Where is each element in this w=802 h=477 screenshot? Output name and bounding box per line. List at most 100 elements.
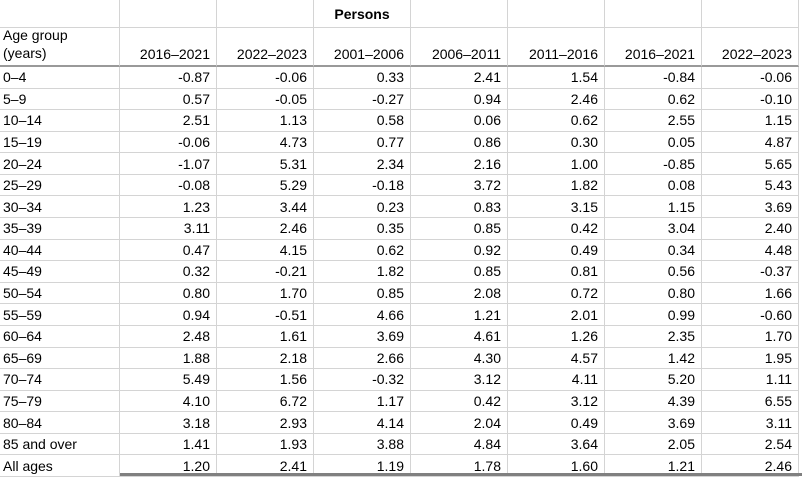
row-label-cell[interactable]: 40–44 (0, 239, 120, 262)
value-cell[interactable]: 4.84 (411, 433, 508, 456)
row-label-cell[interactable]: 55–59 (0, 304, 120, 326)
row-label-cell[interactable]: 65–69 (0, 347, 120, 370)
value-cell[interactable]: 4.48 (702, 239, 799, 262)
value-cell[interactable]: 2.04 (411, 412, 508, 434)
value-cell[interactable]: 3.12 (411, 369, 508, 391)
value-cell[interactable]: 1.60 (508, 455, 605, 477)
row-label-cell[interactable]: 20–24 (0, 153, 120, 175)
value-cell[interactable]: 6.55 (702, 390, 799, 413)
value-cell[interactable]: 4.30 (411, 347, 508, 370)
value-cell[interactable]: 2.66 (314, 347, 411, 370)
value-cell[interactable]: 1.95 (702, 347, 799, 370)
value-cell[interactable]: -0.32 (314, 369, 411, 391)
value-cell[interactable]: 1.66 (702, 282, 799, 305)
value-cell[interactable]: 1.78 (411, 455, 508, 477)
value-cell[interactable]: 1.56 (217, 369, 314, 391)
value-cell[interactable]: 1.82 (314, 261, 411, 283)
value-cell[interactable]: 3.69 (702, 196, 799, 219)
value-cell[interactable]: 6.72 (217, 390, 314, 413)
value-cell[interactable]: 0.34 (605, 239, 702, 262)
row-label-cell[interactable]: 70–74 (0, 369, 120, 391)
value-cell[interactable]: 5.29 (217, 174, 314, 197)
value-cell[interactable]: 1.70 (702, 325, 799, 348)
row-label-cell[interactable]: 50–54 (0, 282, 120, 305)
value-cell[interactable]: 1.20 (120, 455, 217, 477)
empty-cell[interactable] (217, 0, 314, 28)
row-label-cell[interactable]: 60–64 (0, 325, 120, 348)
value-cell[interactable]: -0.06 (120, 131, 217, 154)
value-cell[interactable]: 3.12 (508, 390, 605, 413)
value-cell[interactable]: 1.82 (508, 174, 605, 197)
row-label-cell[interactable]: 35–39 (0, 218, 120, 240)
value-cell[interactable]: 5.43 (702, 174, 799, 197)
value-cell[interactable]: -0.37 (702, 261, 799, 283)
value-cell[interactable]: -0.08 (120, 174, 217, 197)
value-cell[interactable]: 1.93 (217, 433, 314, 456)
value-cell[interactable]: 2.48 (120, 325, 217, 348)
value-cell[interactable]: 2.55 (605, 110, 702, 132)
value-cell[interactable]: 0.57 (120, 88, 217, 111)
value-cell[interactable]: 3.69 (605, 412, 702, 434)
value-cell[interactable]: 0.06 (411, 110, 508, 132)
value-cell[interactable]: 1.21 (411, 304, 508, 326)
value-cell[interactable]: 1.70 (217, 282, 314, 305)
value-cell[interactable]: 0.86 (411, 131, 508, 154)
value-cell[interactable]: 3.72 (411, 174, 508, 197)
value-cell[interactable]: -0.10 (702, 88, 799, 111)
value-cell[interactable]: 2.54 (702, 433, 799, 456)
value-cell[interactable]: 2.41 (217, 455, 314, 477)
value-cell[interactable]: 1.17 (314, 390, 411, 413)
row-label-cell[interactable]: 25–29 (0, 174, 120, 197)
value-cell[interactable]: 1.00 (508, 153, 605, 175)
value-cell[interactable]: 5.65 (702, 153, 799, 175)
value-cell[interactable]: 2.46 (508, 88, 605, 111)
empty-cell[interactable] (702, 0, 799, 28)
value-cell[interactable]: 2.01 (508, 304, 605, 326)
value-cell[interactable]: 1.26 (508, 325, 605, 348)
value-cell[interactable]: 0.94 (411, 88, 508, 111)
value-cell[interactable]: 1.42 (605, 347, 702, 370)
empty-cell[interactable] (411, 0, 508, 28)
value-cell[interactable]: 1.13 (217, 110, 314, 132)
value-cell[interactable]: 4.73 (217, 131, 314, 154)
value-cell[interactable]: 4.10 (120, 390, 217, 413)
value-cell[interactable]: 4.87 (702, 131, 799, 154)
value-cell[interactable]: 4.14 (314, 412, 411, 434)
value-cell[interactable]: 3.18 (120, 412, 217, 434)
value-cell[interactable]: 1.21 (605, 455, 702, 477)
row-label-cell[interactable]: 0–4 (0, 67, 120, 89)
empty-cell[interactable] (605, 0, 702, 28)
value-cell[interactable]: 0.33 (314, 67, 411, 89)
value-cell[interactable]: 1.15 (702, 110, 799, 132)
value-cell[interactable]: -0.06 (702, 67, 799, 89)
value-cell[interactable]: 0.30 (508, 131, 605, 154)
value-cell[interactable]: 0.49 (508, 239, 605, 262)
value-cell[interactable]: 3.44 (217, 196, 314, 219)
value-cell[interactable]: 4.39 (605, 390, 702, 413)
value-cell[interactable]: 2.41 (411, 67, 508, 89)
value-cell[interactable]: 2.08 (411, 282, 508, 305)
value-cell[interactable]: 0.42 (411, 390, 508, 413)
value-cell[interactable]: 0.23 (314, 196, 411, 219)
value-cell[interactable]: 1.19 (314, 455, 411, 477)
value-cell[interactable]: 0.56 (605, 261, 702, 283)
value-cell[interactable]: 2.16 (411, 153, 508, 175)
value-cell[interactable]: 0.49 (508, 412, 605, 434)
value-cell[interactable]: 2.35 (605, 325, 702, 348)
value-cell[interactable]: 1.23 (120, 196, 217, 219)
value-cell[interactable]: -0.27 (314, 88, 411, 111)
row-label-cell[interactable]: 15–19 (0, 131, 120, 154)
value-cell[interactable]: 1.15 (605, 196, 702, 219)
value-cell[interactable]: 1.54 (508, 67, 605, 89)
value-cell[interactable]: 0.81 (508, 261, 605, 283)
value-cell[interactable]: -0.06 (217, 67, 314, 89)
empty-cell[interactable] (508, 0, 605, 28)
row-label-cell[interactable]: 85 and over (0, 433, 120, 456)
empty-cell[interactable] (120, 0, 217, 28)
value-cell[interactable]: 2.40 (702, 218, 799, 240)
value-cell[interactable]: 2.46 (702, 455, 799, 477)
value-cell[interactable]: 5.49 (120, 369, 217, 391)
value-cell[interactable]: -1.07 (120, 153, 217, 175)
value-cell[interactable]: 0.58 (314, 110, 411, 132)
value-cell[interactable]: 0.85 (411, 218, 508, 240)
